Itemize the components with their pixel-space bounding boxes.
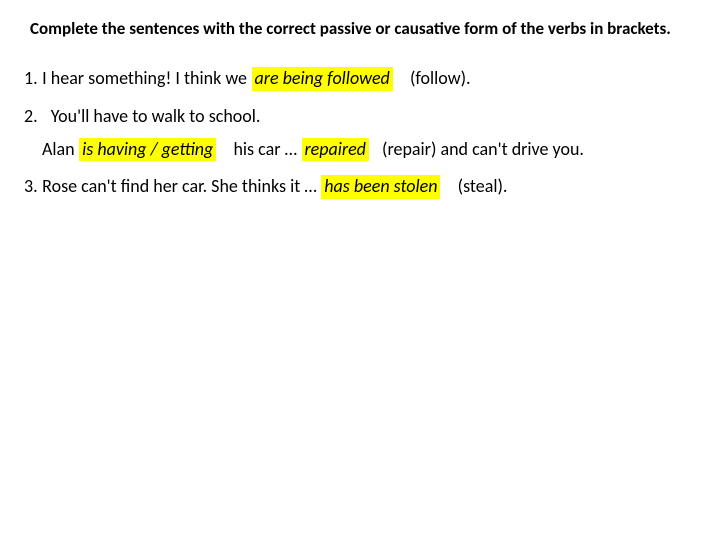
answer-blank: is having / getting: [79, 138, 216, 161]
sentence-2: 2. You'll have to walk to school. Alan i…: [24, 105, 696, 162]
verb-hint: (follow).: [410, 67, 471, 90]
sentence-3: 3. Rose can't find her car. She thinks i…: [24, 175, 696, 198]
answer-blank: repaired: [302, 138, 369, 161]
sentence-text: I hear something! I think we: [42, 67, 247, 90]
sentence-text: You'll have to walk to school.: [51, 105, 261, 128]
sentence-text: Rose can't find her car. She thinks it …: [42, 175, 317, 198]
verb-hint: (repair) and can't drive you.: [382, 138, 584, 161]
answer-blank: has been stolen: [321, 175, 440, 198]
sentence-1: 1. I hear something! I think we are bein…: [24, 67, 696, 90]
exercise-instruction: Complete the sentences with the correct …: [24, 18, 696, 39]
item-number: 2.: [24, 105, 38, 128]
answer-blank: are being followed: [252, 67, 393, 90]
sentence-text: his car …: [233, 138, 297, 161]
sentence-text: Alan: [42, 138, 75, 161]
item-number: 1.: [24, 67, 38, 90]
item-number: 3.: [24, 175, 38, 198]
verb-hint: (steal).: [458, 175, 508, 198]
